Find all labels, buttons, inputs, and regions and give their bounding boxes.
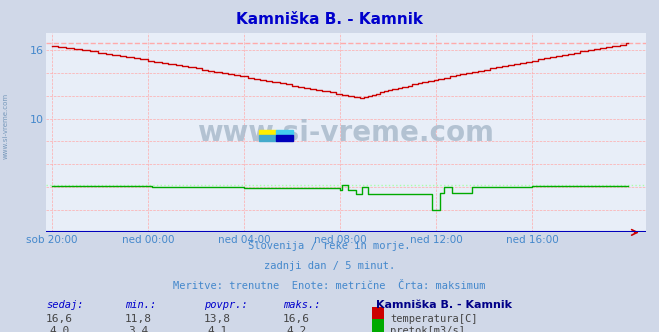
Text: pretok[m3/s]: pretok[m3/s] [390, 326, 465, 332]
Text: www.si-vreme.com: www.si-vreme.com [2, 93, 9, 159]
Bar [276, 129, 293, 135]
Bar [259, 129, 276, 135]
Text: sedaj:: sedaj: [46, 300, 84, 310]
Text: Kamniška B. - Kamnik: Kamniška B. - Kamnik [376, 300, 511, 310]
Text: maks.:: maks.: [283, 300, 321, 310]
Bar [276, 135, 293, 141]
Bar [259, 135, 276, 141]
Text: Slovenija / reke in morje.: Slovenija / reke in morje. [248, 241, 411, 251]
Text: 16,6: 16,6 [283, 314, 310, 324]
Text: 13,8: 13,8 [204, 314, 231, 324]
Text: 4,1: 4,1 [208, 326, 227, 332]
Text: temperatura[C]: temperatura[C] [390, 314, 478, 324]
Text: min.:: min.: [125, 300, 156, 310]
Text: www.si-vreme.com: www.si-vreme.com [198, 119, 494, 147]
Text: povpr.:: povpr.: [204, 300, 248, 310]
Text: 4,2: 4,2 [287, 326, 306, 332]
Text: 11,8: 11,8 [125, 314, 152, 324]
Text: Kamniška B. - Kamnik: Kamniška B. - Kamnik [236, 12, 423, 27]
Text: Meritve: trenutne  Enote: metrične  Črta: maksimum: Meritve: trenutne Enote: metrične Črta: … [173, 281, 486, 290]
Text: 3,4: 3,4 [129, 326, 148, 332]
Text: zadnji dan / 5 minut.: zadnji dan / 5 minut. [264, 261, 395, 271]
Text: 4,0: 4,0 [49, 326, 69, 332]
Text: 16,6: 16,6 [46, 314, 72, 324]
